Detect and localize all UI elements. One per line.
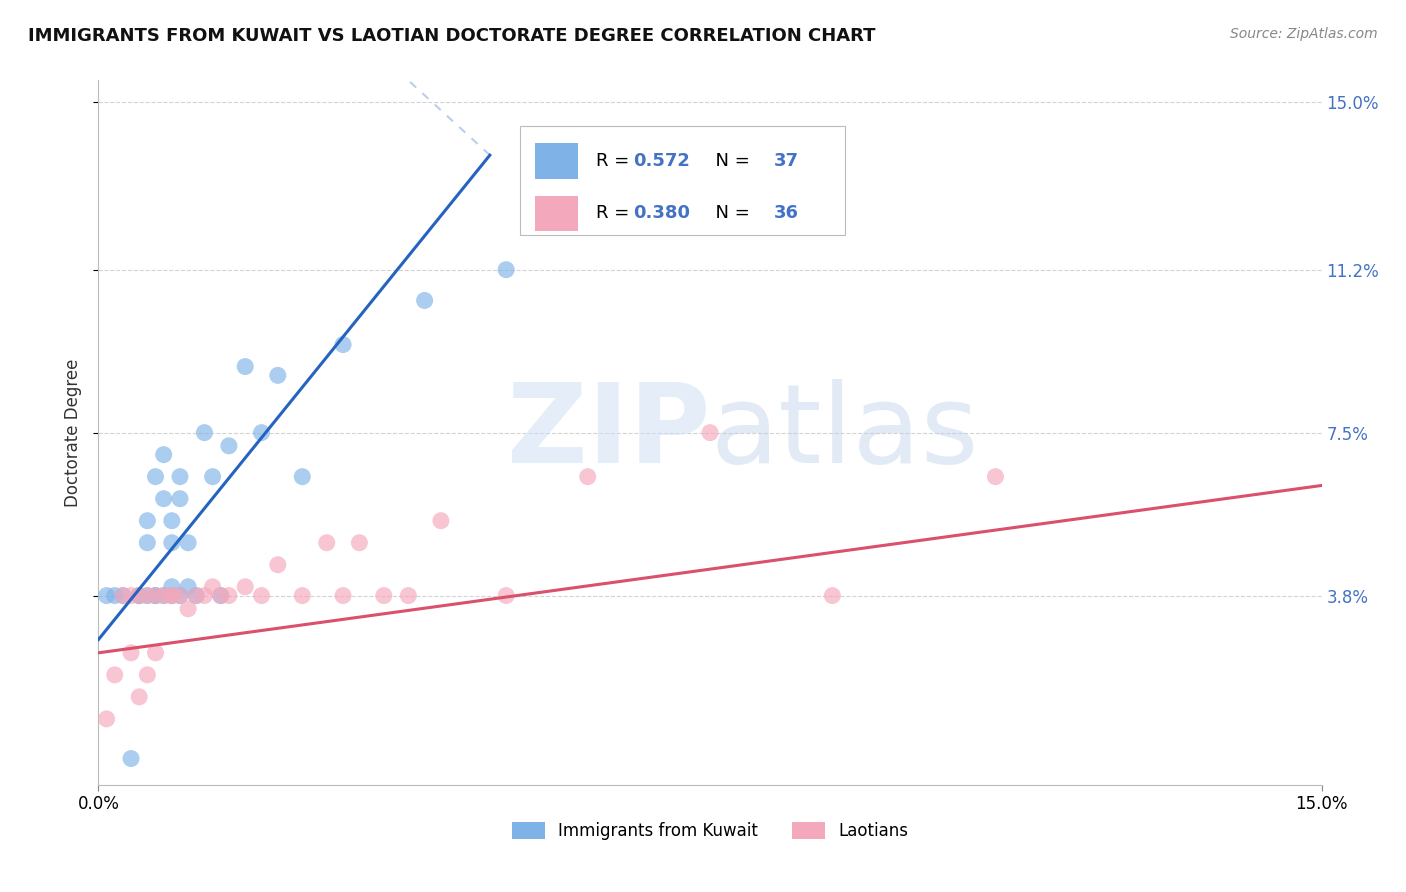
- Point: [128, 690, 150, 704]
- Y-axis label: Doctorate Degree: Doctorate Degree: [65, 359, 83, 507]
- Point: [201, 580, 224, 594]
- Point: [152, 589, 174, 603]
- Point: [160, 580, 183, 594]
- Point: [177, 535, 200, 549]
- Point: [136, 535, 159, 549]
- Point: [160, 535, 183, 549]
- Point: [233, 359, 256, 374]
- Point: [332, 589, 354, 603]
- Point: [145, 469, 167, 483]
- Point: [104, 589, 127, 603]
- Point: [104, 668, 127, 682]
- Point: [111, 589, 134, 603]
- Point: [495, 262, 517, 277]
- Point: [128, 589, 150, 603]
- Point: [250, 425, 273, 440]
- Point: [267, 368, 290, 383]
- Point: [96, 712, 118, 726]
- Point: [136, 514, 159, 528]
- Point: [177, 580, 200, 594]
- FancyBboxPatch shape: [520, 126, 845, 235]
- Point: [145, 589, 167, 603]
- Point: [160, 589, 183, 603]
- Point: [152, 491, 174, 506]
- Point: [267, 558, 290, 572]
- Point: [201, 469, 224, 483]
- Text: ZIP: ZIP: [506, 379, 710, 486]
- Point: [413, 293, 436, 308]
- Point: [145, 589, 167, 603]
- Point: [218, 439, 240, 453]
- Point: [984, 469, 1007, 483]
- Point: [233, 580, 256, 594]
- Text: N =: N =: [704, 204, 755, 222]
- Text: R =: R =: [596, 152, 636, 170]
- Text: 36: 36: [773, 204, 799, 222]
- Point: [332, 337, 354, 351]
- FancyBboxPatch shape: [536, 196, 578, 231]
- Point: [169, 589, 191, 603]
- Point: [821, 589, 844, 603]
- Legend: Immigrants from Kuwait, Laotians: Immigrants from Kuwait, Laotians: [505, 815, 915, 847]
- Point: [315, 535, 337, 549]
- Point: [209, 589, 232, 603]
- Text: N =: N =: [704, 152, 755, 170]
- Text: atlas: atlas: [710, 379, 979, 486]
- Point: [186, 589, 208, 603]
- Point: [96, 589, 118, 603]
- Point: [152, 589, 174, 603]
- Point: [576, 469, 599, 483]
- Point: [250, 589, 273, 603]
- Text: R =: R =: [596, 204, 636, 222]
- Point: [169, 491, 191, 506]
- Point: [128, 589, 150, 603]
- Point: [120, 751, 142, 765]
- Point: [699, 425, 721, 440]
- Point: [349, 535, 371, 549]
- Point: [136, 668, 159, 682]
- Point: [536, 183, 558, 197]
- Point: [120, 589, 142, 603]
- Point: [136, 589, 159, 603]
- Point: [136, 589, 159, 603]
- Point: [145, 646, 167, 660]
- Point: [120, 646, 142, 660]
- Text: 37: 37: [773, 152, 799, 170]
- Point: [291, 469, 314, 483]
- Point: [373, 589, 395, 603]
- Point: [128, 589, 150, 603]
- Point: [218, 589, 240, 603]
- Point: [152, 448, 174, 462]
- Point: [145, 589, 167, 603]
- Text: Source: ZipAtlas.com: Source: ZipAtlas.com: [1230, 27, 1378, 41]
- Text: 0.380: 0.380: [633, 204, 690, 222]
- Point: [291, 589, 314, 603]
- Point: [177, 601, 200, 615]
- Point: [209, 589, 232, 603]
- Point: [111, 589, 134, 603]
- Point: [193, 589, 215, 603]
- Point: [193, 425, 215, 440]
- Point: [186, 589, 208, 603]
- FancyBboxPatch shape: [536, 144, 578, 178]
- Point: [169, 469, 191, 483]
- Text: IMMIGRANTS FROM KUWAIT VS LAOTIAN DOCTORATE DEGREE CORRELATION CHART: IMMIGRANTS FROM KUWAIT VS LAOTIAN DOCTOR…: [28, 27, 876, 45]
- Point: [396, 589, 419, 603]
- Text: 0.572: 0.572: [633, 152, 690, 170]
- Point: [160, 589, 183, 603]
- Point: [495, 589, 517, 603]
- Point: [160, 589, 183, 603]
- Point: [430, 514, 453, 528]
- Point: [169, 589, 191, 603]
- Point: [160, 514, 183, 528]
